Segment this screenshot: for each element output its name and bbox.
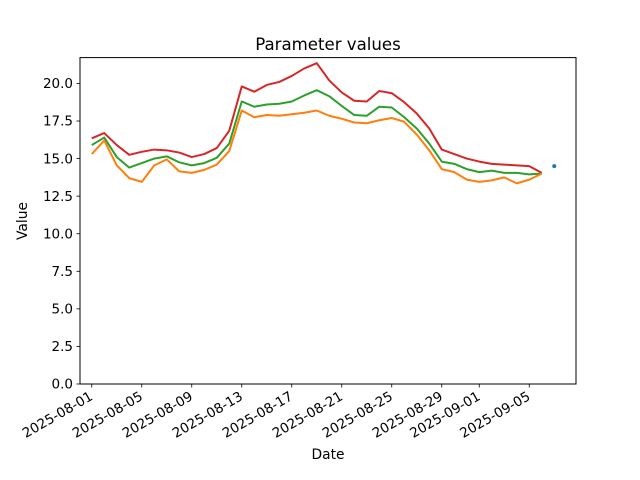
- y-tick-label: 0.0: [52, 377, 73, 393]
- forecast-point-marker: [552, 164, 557, 169]
- y-tick-label: 12.5: [43, 189, 73, 205]
- y-tick-label: 17.5: [43, 114, 73, 130]
- y-axis-label: Value: [15, 202, 31, 240]
- plot-frame: [79, 57, 577, 385]
- y-tick-label: 20.0: [43, 76, 73, 92]
- series-lines: [91, 62, 557, 185]
- x-axis-label: Date: [312, 447, 345, 463]
- y-tick-label: 7.5: [52, 264, 73, 280]
- upper-line: [91, 62, 543, 174]
- y-tick-label: 2.5: [52, 339, 73, 355]
- lower-line: [91, 109, 543, 185]
- y-tick-label: 5.0: [52, 302, 73, 318]
- central-line: [91, 89, 542, 176]
- chart-title: Parameter values: [255, 35, 401, 54]
- y-axis-ticks: 0.0 2.5 5.0 7.5 10.0 12.5 15.0 17.5 20.0: [43, 76, 80, 393]
- y-tick-label: 10.0: [43, 226, 73, 242]
- y-tick-label: 15.0: [43, 151, 73, 167]
- x-axis-ticks: 2025-08-012025-08-052025-08-092025-08-13…: [20, 384, 533, 442]
